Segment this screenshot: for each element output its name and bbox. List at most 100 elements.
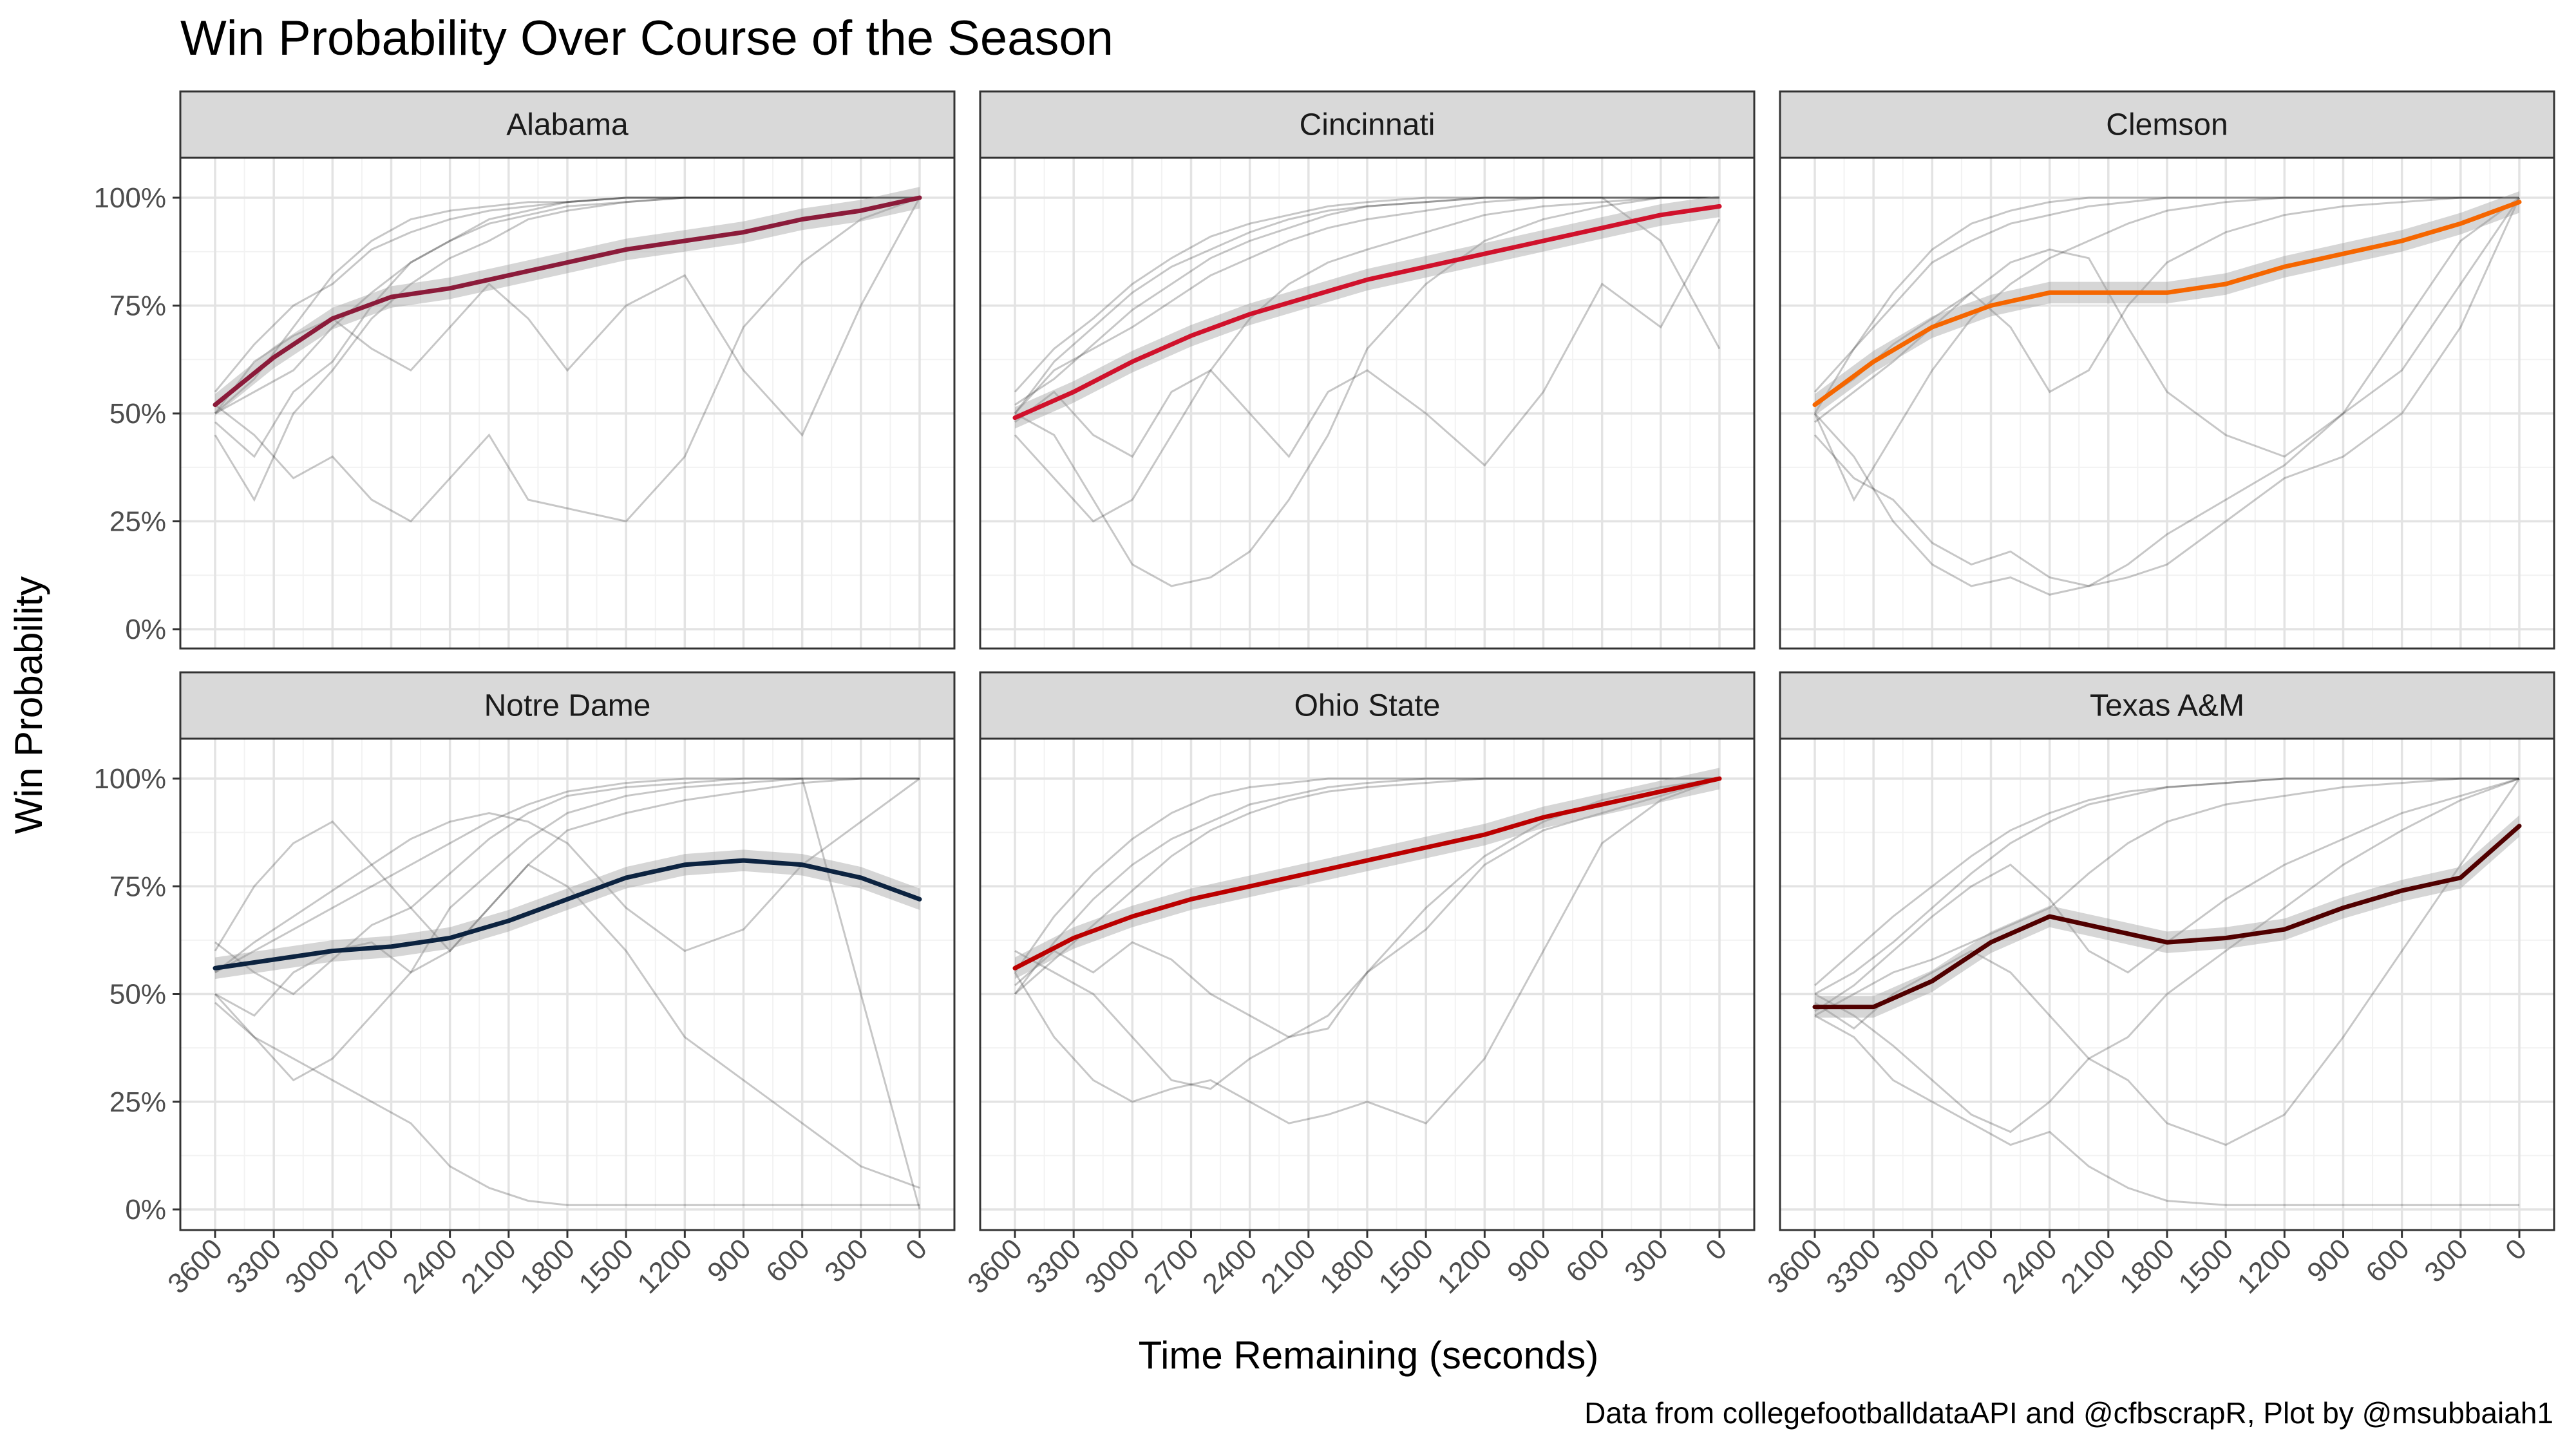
game-lines: [1014, 196, 1721, 587]
y-tick-label: 75%: [109, 871, 166, 902]
x-axis-title: Time Remaining (seconds): [1139, 1334, 1599, 1377]
game-line: [1814, 196, 2519, 393]
game-line: [1014, 196, 1719, 406]
game-line: [1014, 218, 1721, 467]
game-line: [1014, 777, 1719, 973]
game-line: [1814, 777, 2519, 987]
facet-strip-label: Ohio State: [1294, 689, 1441, 723]
panel-border: [979, 156, 1756, 650]
facet-panel-notre-dame: Notre Dame0%25%50%75%100%360033003000270…: [93, 671, 956, 1300]
smooth-trend-line: [213, 858, 922, 971]
facet-strip: [179, 90, 956, 159]
game-line: [1014, 777, 1720, 1124]
game-line: [1814, 196, 2519, 502]
game-line: [214, 777, 920, 1017]
chart-title: Win Probability Over Course of the Seaso…: [180, 11, 1113, 66]
game-line: [1814, 1014, 2519, 1206]
smooth-confidence-band: [1815, 191, 2519, 416]
facet-strip: [979, 90, 1756, 159]
facet-strip: [1779, 90, 2555, 159]
facet-strip: [979, 671, 1756, 740]
facet-panel-clemson: Clemson: [1779, 90, 2555, 650]
game-line: [214, 777, 920, 974]
smooth-trend-line: [1012, 776, 1722, 971]
facet-grid: Alabama 0% 25% 50% 75% 100% Cincinnati Clemson N…: [93, 90, 2555, 1300]
game-line: [1014, 196, 1721, 414]
game-line: [214, 196, 920, 459]
minor-gridlines: [180, 739, 954, 1230]
game-line: [214, 196, 920, 415]
facet-panel-alabama: Alabama 0% 25% 50% 75% 100%: [93, 90, 956, 650]
game-line: [1814, 197, 2521, 596]
facet-strip-label: Clemson: [2106, 108, 2228, 142]
game-line: [1814, 196, 2520, 587]
y-tick-label: 75%: [109, 290, 166, 322]
facet-panel-texas-a-m: Texas A&M3600330030002700240021001800150…: [1761, 671, 2555, 1300]
facet-strip: [179, 671, 956, 740]
game-line: [1814, 777, 2519, 1017]
major-gridlines: [180, 739, 954, 1230]
game-line: [1014, 196, 1719, 587]
game-line: [214, 197, 921, 437]
chart-caption: Data from collegefootballdataAPI and @cf…: [1584, 1396, 2553, 1430]
game-line: [1814, 196, 2519, 406]
panel-border: [1779, 156, 2555, 650]
facet-panel-cincinnati: Cincinnati: [979, 90, 1756, 650]
game-line: [214, 777, 921, 1210]
game-lines: [214, 196, 921, 523]
game-line: [214, 777, 920, 1082]
facet-strip-label: Alabama: [506, 108, 629, 142]
y-tick-label: 0%: [125, 1194, 166, 1226]
major-gridlines: [980, 158, 1754, 649]
facet-strip-label: Notre Dame: [484, 689, 651, 723]
game-line: [1014, 777, 1719, 995]
game-line: [214, 820, 920, 1189]
facet-strip-label: Texas A&M: [2090, 689, 2244, 723]
game-lines: [1814, 196, 2521, 596]
smooth-trend-line: [213, 195, 922, 408]
game-line: [214, 196, 920, 502]
game-lines: [214, 777, 921, 1210]
y-axis-title: Win Probability: [7, 576, 50, 834]
y-axis: 0% 25% 50% 75% 100%: [93, 182, 180, 645]
game-line: [1014, 196, 1719, 415]
major-gridlines: [180, 158, 954, 649]
game-line: [1014, 777, 1720, 1090]
game-lines: [1814, 777, 2521, 1206]
facet-strip: [1779, 671, 2555, 740]
y-tick-label: 25%: [109, 506, 166, 538]
y-axis: 0% 25% 50% 75% 100%: [93, 763, 180, 1226]
game-line: [1814, 777, 2520, 1012]
game-line: [1814, 196, 2519, 414]
smooth-confidence-band: [215, 187, 920, 416]
smooth-confidence-band: [1015, 768, 1719, 980]
y-tick-label: 25%: [109, 1086, 166, 1118]
game-line: [214, 993, 920, 1206]
y-tick-label: 100%: [93, 182, 166, 214]
y-tick-label: 0%: [125, 614, 166, 645]
major-gridlines: [980, 739, 1754, 1230]
y-tick-label: 100%: [93, 763, 166, 795]
game-line: [1014, 196, 1719, 393]
major-gridlines: [1780, 739, 2554, 1230]
game-line: [214, 196, 920, 523]
facet-strip-label: Cincinnati: [1300, 108, 1435, 142]
game-line: [1014, 777, 1719, 995]
major-gridlines: [1780, 158, 2554, 649]
smooth-trend-line: [1812, 200, 2522, 408]
game-line: [1814, 777, 2520, 1060]
panel-border: [179, 156, 956, 650]
y-tick-label: 50%: [109, 979, 166, 1010]
game-line: [214, 777, 920, 974]
y-tick-label: 50%: [109, 398, 166, 430]
game-line: [1814, 777, 2519, 995]
game-line: [214, 196, 920, 393]
game-line: [1014, 196, 1719, 523]
game-line: [1814, 778, 2521, 1146]
game-lines: [1014, 777, 1720, 1124]
smooth-confidence-band: [1815, 815, 2519, 1018]
game-line: [214, 196, 920, 415]
smooth-trend-line: [1812, 824, 2522, 1010]
facet-panel-ohio-state: Ohio State360033003000270024002100180015…: [961, 671, 1756, 1300]
